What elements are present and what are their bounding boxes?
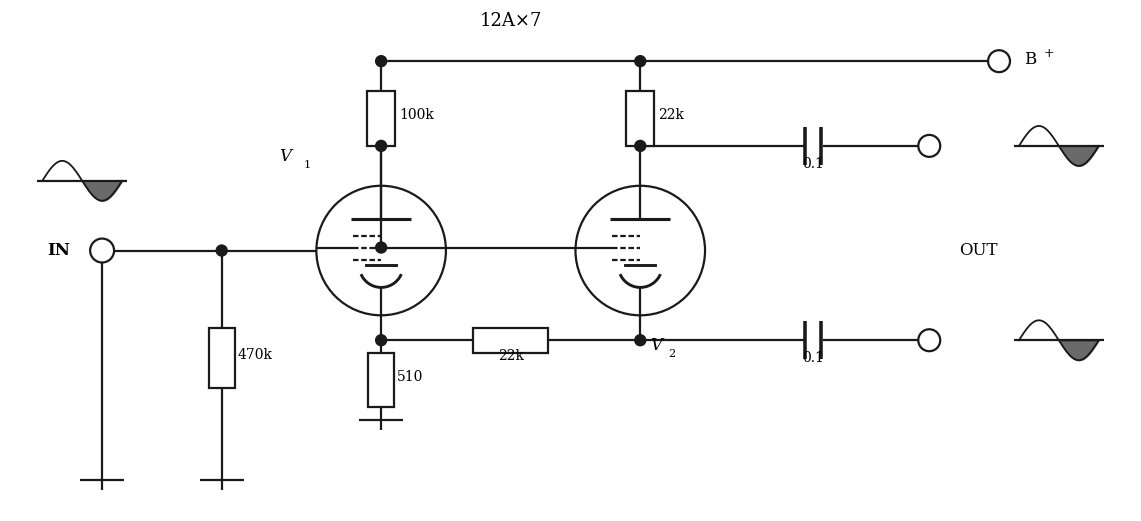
Circle shape [216,245,227,256]
Text: 22k: 22k [497,349,524,363]
Text: 22k: 22k [658,108,685,122]
Circle shape [375,141,387,152]
Text: 2: 2 [669,349,675,359]
Circle shape [90,239,114,263]
Circle shape [316,186,446,315]
Circle shape [988,50,1010,72]
Circle shape [634,141,646,152]
Bar [626,91,654,146]
Text: +: + [1044,47,1054,60]
Circle shape [575,186,705,315]
Circle shape [919,135,940,157]
Text: OUT: OUT [960,242,997,259]
Circle shape [375,242,387,253]
Text: 0.1: 0.1 [802,157,824,171]
Text: V: V [280,148,291,165]
Text: IN: IN [47,242,70,259]
Circle shape [634,56,646,67]
Text: B: B [1023,51,1036,68]
Bar [474,328,548,353]
Text: V: V [650,337,662,354]
Circle shape [919,329,940,351]
Text: 0.1: 0.1 [802,351,824,365]
Text: 510: 510 [397,370,423,384]
Bar [209,328,235,388]
Circle shape [634,335,646,346]
Text: 1: 1 [304,160,310,170]
Circle shape [375,335,387,346]
Circle shape [375,56,387,67]
Text: 12A×7: 12A×7 [479,13,542,30]
Bar [369,353,394,407]
Text: 470k: 470k [237,348,273,362]
Bar [367,91,395,146]
Text: 100k: 100k [399,108,434,122]
